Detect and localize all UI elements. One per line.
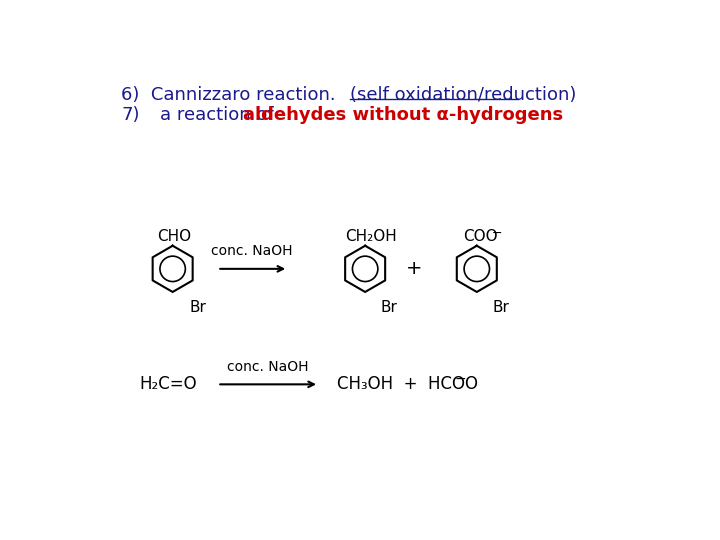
Text: (self oxidation/reduction): (self oxidation/reduction) [350,86,576,104]
Text: conc. NaOH: conc. NaOH [211,244,293,258]
Text: CH₂OH: CH₂OH [345,229,397,244]
Text: −: − [492,227,503,240]
Text: +: + [405,259,422,278]
Text: aldehydes without α-hydrogens: aldehydes without α-hydrogens [243,106,563,124]
Text: CH₃OH  +  HCOO: CH₃OH + HCOO [337,375,477,393]
Text: Br: Br [381,300,397,315]
Text: 6)  Cannizzaro reaction.: 6) Cannizzaro reaction. [121,86,347,104]
Text: −: − [454,372,466,386]
Text: conc. NaOH: conc. NaOH [227,360,308,374]
Text: 7): 7) [121,106,140,124]
Text: Br: Br [492,300,509,315]
Text: H₂C=O: H₂C=O [140,375,197,393]
Text: COO: COO [463,229,498,244]
Text: CHO: CHO [157,229,192,244]
Text: Br: Br [189,300,207,315]
Text: a reaction of: a reaction of [160,106,279,124]
